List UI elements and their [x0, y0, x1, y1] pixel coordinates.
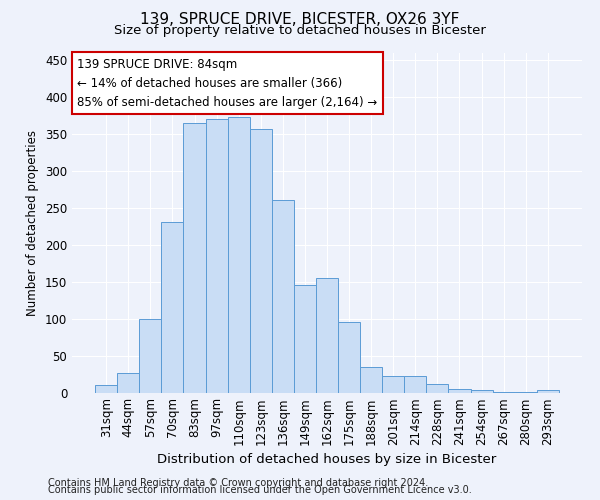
Bar: [95, 385, 117, 392]
Text: Contains public sector information licensed under the Open Government Licence v3: Contains public sector information licen…: [48, 485, 472, 495]
Bar: [470, 390, 493, 392]
Y-axis label: Number of detached properties: Number of detached properties: [26, 130, 40, 316]
Bar: [272, 200, 294, 392]
Bar: [338, 322, 360, 392]
Bar: [382, 376, 404, 392]
Bar: [161, 222, 184, 392]
Bar: [537, 390, 559, 392]
Text: 139 SPRUCE DRIVE: 84sqm
← 14% of detached houses are smaller (366)
85% of semi-d: 139 SPRUCE DRIVE: 84sqm ← 14% of detache…: [77, 58, 377, 108]
Bar: [360, 368, 382, 392]
Text: 139, SPRUCE DRIVE, BICESTER, OX26 3YF: 139, SPRUCE DRIVE, BICESTER, OX26 3YF: [140, 12, 460, 28]
Bar: [206, 119, 227, 392]
Bar: [427, 384, 448, 392]
Bar: [448, 389, 470, 392]
Bar: [404, 376, 427, 392]
Text: Contains HM Land Registry data © Crown copyright and database right 2024.: Contains HM Land Registry data © Crown c…: [48, 478, 428, 488]
Bar: [227, 117, 250, 392]
Bar: [139, 318, 161, 392]
X-axis label: Distribution of detached houses by size in Bicester: Distribution of detached houses by size …: [157, 454, 497, 466]
Bar: [294, 284, 316, 393]
Bar: [316, 278, 338, 392]
Bar: [184, 122, 206, 392]
Bar: [117, 372, 139, 392]
Text: Size of property relative to detached houses in Bicester: Size of property relative to detached ho…: [114, 24, 486, 37]
Bar: [250, 128, 272, 392]
